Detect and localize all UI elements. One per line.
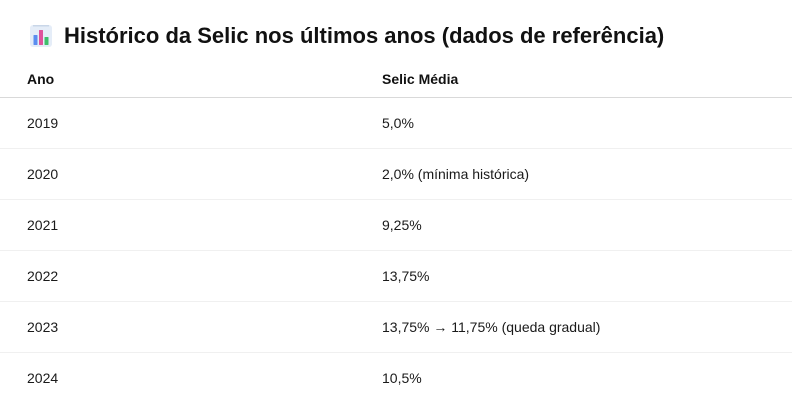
bar-chart-icon (30, 25, 52, 47)
cell-ano: 2019 (0, 97, 382, 149)
column-header-selic-media: Selic Média (382, 61, 792, 98)
table-row: 2023 13,75% → 11,75% (queda gradual) (0, 301, 792, 353)
cell-selic-media: 2,0% (mínima histórica) (382, 148, 792, 200)
section-heading: Histórico da Selic nos últimos anos (dad… (30, 20, 664, 52)
selic-history-table: Ano Selic Média 2019 5,0% 2020 2,0% (mín… (0, 61, 792, 403)
table-row: 2021 9,25% (0, 199, 792, 251)
cell-ano: 2021 (0, 199, 382, 251)
cell-ano: 2020 (0, 148, 382, 200)
table-row: 2020 2,0% (mínima histórica) (0, 148, 792, 200)
table-row: 2019 5,0% (0, 97, 792, 149)
cell-selic-media: 13,75% (382, 250, 792, 302)
cell-ano: 2022 (0, 250, 382, 302)
cell-selic-media: 5,0% (382, 97, 792, 149)
cell-ano: 2023 (0, 301, 382, 353)
cell-selic-media: 10,5% (382, 370, 422, 386)
cell-ano: 2024 (27, 370, 59, 386)
table-row: 2022 13,75% (0, 250, 792, 302)
section-heading-text: Histórico da Selic nos últimos anos (dad… (64, 23, 665, 48)
column-header-ano: Ano (0, 61, 382, 98)
table-header-row: Ano Selic Média (0, 61, 792, 98)
cell-selic-media: 13,75% → 11,75% (queda gradual) (382, 301, 792, 353)
table-row: 2024 10,5% (0, 353, 792, 404)
cell-selic-media: 9,25% (382, 199, 792, 251)
